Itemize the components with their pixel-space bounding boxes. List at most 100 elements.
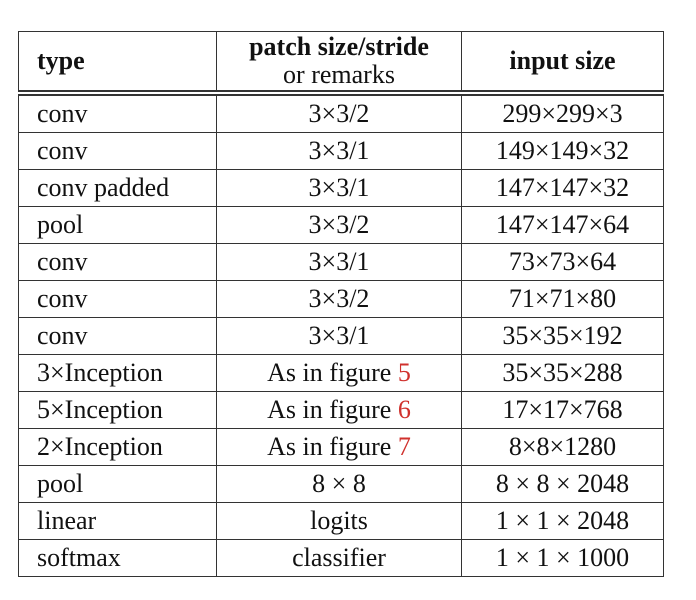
table-row: linear logits 1 × 1 × 2048 (18, 502, 664, 540)
header-row: type patch size/stride or remarks input s… (18, 31, 664, 96)
table-cell: 8 × 8 × 2048 (461, 465, 664, 503)
cell-text: linear (37, 506, 97, 535)
cell-text: 1 × 1 × 2048 (495, 506, 630, 535)
table-row: conv padded 3×3/1 147×147×32 (18, 169, 664, 207)
figure-ref: 7 (397, 432, 411, 461)
cell-text: logits (310, 506, 368, 535)
table-row: 5×Inception As in figure 6 17×17×768 (18, 391, 664, 429)
cell-text: 8×8×1280 (508, 432, 617, 461)
figure-ref: 5 (397, 358, 411, 387)
cell-text: 3×3/1 (308, 247, 370, 276)
table-cell: 35×35×288 (461, 354, 664, 392)
table-cell: 73×73×64 (461, 243, 664, 281)
table-cell: As in figure 6 (216, 391, 462, 429)
table-row: conv 3×3/2 299×299×3 (18, 92, 664, 133)
header-cell: input size (461, 31, 664, 96)
cell-text: 73×73×64 (508, 247, 617, 276)
table-cell: 71×71×80 (461, 280, 664, 318)
cell-text: 35×35×288 (502, 358, 623, 387)
table-cell: pool (18, 465, 217, 503)
table-cell: 3×3/1 (216, 243, 462, 281)
table-cell: conv (18, 280, 217, 318)
table-cell: 8×8×1280 (461, 428, 664, 466)
cell-text: 5×Inception (37, 395, 163, 424)
cell-text: 3×3/2 (308, 210, 370, 239)
header-note: or remarks (283, 60, 395, 89)
table-row: conv 3×3/1 149×149×32 (18, 132, 664, 170)
header-text: type (37, 46, 85, 75)
cell-text: conv (37, 321, 88, 350)
table-cell: 3×3/1 (216, 317, 462, 355)
cell-text: 3×3/2 (308, 284, 370, 313)
cell-text: 35×35×192 (502, 321, 623, 350)
table-cell: linear (18, 502, 217, 540)
cell-text: 1 × 1 × 1000 (495, 543, 630, 572)
table-cell: 149×149×32 (461, 132, 664, 170)
table-row: 2×Inception As in figure 7 8×8×1280 (18, 428, 664, 466)
table-cell: 5×Inception (18, 391, 217, 429)
cell-text: 17×17×768 (502, 395, 623, 424)
cell-text: 149×149×32 (495, 136, 630, 165)
cell-text: As in figure (267, 432, 392, 461)
table-cell: 3×3/1 (216, 132, 462, 170)
table-row: softmax classifier 1 × 1 × 1000 (18, 539, 664, 577)
header-cell: type (18, 31, 217, 96)
table-row: pool 8 × 8 8 × 8 × 2048 (18, 465, 664, 503)
table-cell: As in figure 5 (216, 354, 462, 392)
table-cell: 35×35×192 (461, 317, 664, 355)
cell-text: 2×Inception (37, 432, 163, 461)
table-row: conv 3×3/1 35×35×192 (18, 317, 664, 355)
table-cell: classifier (216, 539, 462, 577)
cell-text: 299×299×3 (502, 99, 623, 128)
header-text: patch size/stride (249, 32, 429, 61)
table-cell: 3×3/2 (216, 206, 462, 244)
cell-text: conv padded (37, 173, 170, 202)
figure-ref: 6 (397, 395, 411, 424)
table-cell: 3×3/2 (216, 280, 462, 318)
cell-text: pool (37, 210, 84, 239)
table-cell: 2×Inception (18, 428, 217, 466)
cell-text: 3×3/1 (308, 321, 370, 350)
table-cell: 147×147×64 (461, 206, 664, 244)
table-cell: 1 × 1 × 2048 (461, 502, 664, 540)
cell-text: pool (37, 469, 84, 498)
cell-text: 3×Inception (37, 358, 163, 387)
table-row: pool 3×3/2 147×147×64 (18, 206, 664, 244)
table-cell: 8 × 8 (216, 465, 462, 503)
table-head: type patch size/stride or remarks input s… (18, 31, 664, 96)
cell-text: classifier (292, 543, 386, 572)
table-cell: pool (18, 206, 217, 244)
architecture-table: type patch size/stride or remarks input s… (18, 31, 664, 577)
cell-text: As in figure (267, 395, 392, 424)
cell-text: 8 × 8 (312, 469, 366, 498)
table-cell: conv padded (18, 169, 217, 207)
header-cell: patch size/stride or remarks (216, 31, 462, 96)
table-cell: logits (216, 502, 462, 540)
table-cell: conv (18, 317, 217, 355)
table-cell: 3×Inception (18, 354, 217, 392)
cell-text: 3×3/1 (308, 136, 370, 165)
table-cell: conv (18, 243, 217, 281)
cell-text: 3×3/2 (308, 99, 370, 128)
table-cell: 3×3/1 (216, 169, 462, 207)
cell-text: conv (37, 136, 88, 165)
cell-text: conv (37, 99, 88, 128)
table-body: conv 3×3/2 299×299×3 conv 3×3/1 149×149×32 con… (18, 92, 664, 577)
cell-text: 3×3/1 (308, 173, 370, 202)
table-cell: 3×3/2 (216, 92, 462, 133)
table-cell: softmax (18, 539, 217, 577)
cell-text: softmax (37, 543, 121, 572)
table-cell: conv (18, 132, 217, 170)
cell-text: 147×147×32 (495, 173, 630, 202)
cell-text: 147×147×64 (495, 210, 630, 239)
table-row: conv 3×3/2 71×71×80 (18, 280, 664, 318)
table-cell: 299×299×3 (461, 92, 664, 133)
table-cell: As in figure 7 (216, 428, 462, 466)
header-text: input size (509, 46, 616, 75)
cell-text: 71×71×80 (508, 284, 617, 313)
cell-text: As in figure (267, 358, 392, 387)
table-cell: 147×147×32 (461, 169, 664, 207)
table-cell: 1 × 1 × 1000 (461, 539, 664, 577)
table-cell: 17×17×768 (461, 391, 664, 429)
